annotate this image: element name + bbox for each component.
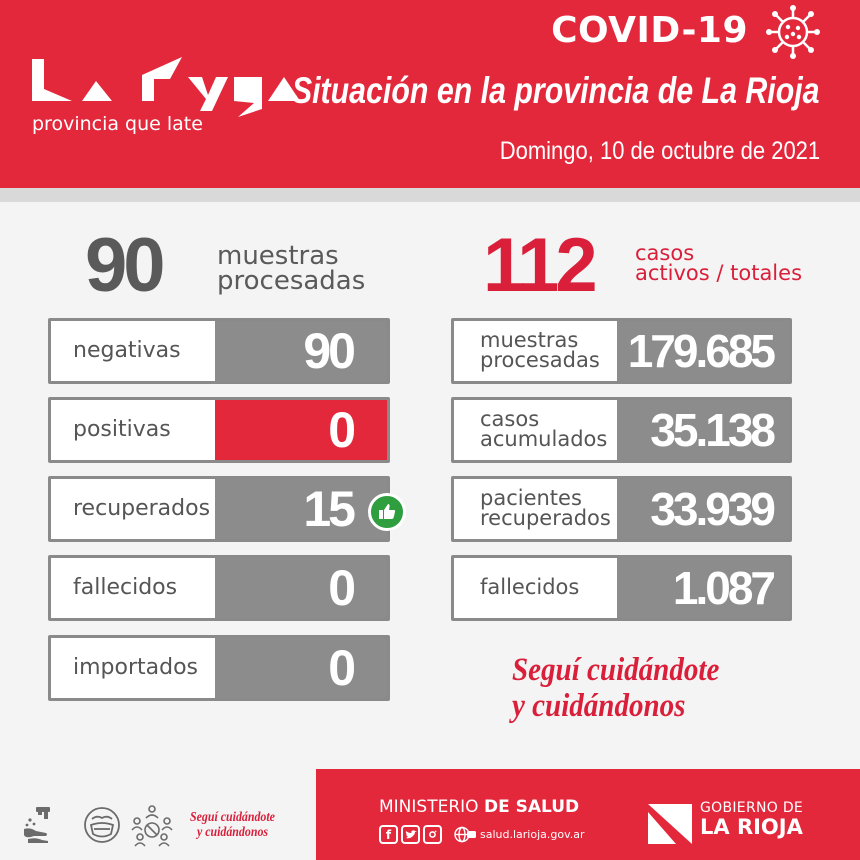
- covid-title: COVID-19: [551, 10, 748, 51]
- stat-label: positivas: [73, 416, 171, 442]
- total-label-line1: casos: [480, 407, 540, 432]
- total-card-fallecidos: fallecidos 1.087: [451, 555, 792, 621]
- total-value: 33.939: [617, 479, 789, 539]
- la-rioja-logo-icon: [32, 57, 300, 117]
- summary-right-label-line2: activos / totales: [635, 260, 803, 285]
- stat-value: 0: [215, 400, 387, 460]
- virus-icon: [766, 5, 820, 59]
- social-icons: f: [379, 825, 442, 844]
- footer-small-slogan: Seguí cuidándote y cuidándonos: [190, 810, 275, 841]
- active-cases-label: casos activos / totales: [635, 241, 803, 285]
- stat-label: importados: [73, 654, 199, 680]
- total-card-muestras: muestras procesadas 179.685: [451, 318, 792, 384]
- total-label: fallecidos: [480, 558, 579, 618]
- slogan-line1: Seguí cuidándote: [512, 652, 720, 688]
- la-rioja-label: LA RIOJA: [700, 815, 803, 839]
- footer-slogan-line2: y cuidándonos: [196, 825, 269, 841]
- slogan: Seguí cuidándote y cuidándonos: [512, 652, 719, 725]
- total-card-casos: casos acumulados 35.138: [451, 397, 792, 463]
- stat-label: recuperados: [73, 495, 211, 521]
- samples-processed-today-value: 90: [85, 223, 166, 308]
- total-label: muestras procesadas: [480, 321, 600, 381]
- total-value: 179.685: [617, 321, 789, 381]
- active-cases-value: 112: [483, 223, 598, 308]
- summary-left-label-line1: muestras: [217, 241, 339, 271]
- facebook-icon[interactable]: f: [379, 825, 398, 844]
- footer-banner: [316, 769, 860, 860]
- stat-value: 90: [215, 321, 387, 381]
- hand-washing-icon: [24, 807, 50, 843]
- stat-card-negativas: negativas 90: [48, 318, 390, 384]
- gobierno-label: GOBIERNO DE: [700, 800, 804, 816]
- ministerio-title: MINISTERIO DE SALUD: [379, 797, 579, 817]
- total-label-line1: fallecidos: [480, 575, 580, 600]
- total-label: casos acumulados: [480, 400, 607, 460]
- total-card-recuperados: pacientes recuperados 33.939: [451, 476, 792, 542]
- logo-subtitle: provincia que late: [32, 113, 203, 135]
- social-distancing-icon: [131, 805, 173, 847]
- total-label-line1: pacientes: [480, 486, 582, 511]
- stat-label: fallecidos: [73, 574, 178, 600]
- total-label-line2: recuperados: [480, 506, 611, 530]
- report-date: Domingo, 10 de octubre de 2021: [499, 137, 820, 165]
- total-label-line1: muestras: [480, 328, 579, 353]
- summary-left-label-line2: procesadas: [217, 265, 366, 296]
- gobierno-logo-icon: [648, 804, 692, 844]
- slogan-line2: y cuidándonos: [512, 688, 686, 725]
- total-value: 35.138: [617, 400, 789, 460]
- stat-card-importados: importados 0: [48, 635, 390, 701]
- website-link[interactable]: salud.larioja.gov.ar: [454, 826, 585, 843]
- total-label-line2: procesadas: [480, 348, 600, 372]
- stat-card-recuperados: recuperados 15: [48, 476, 390, 542]
- stat-value: 0: [215, 638, 387, 698]
- stat-value: 0: [215, 558, 387, 618]
- face-mask-icon: [84, 807, 120, 843]
- instagram-icon[interactable]: [423, 825, 442, 844]
- globe-icon: [454, 826, 476, 843]
- total-label: pacientes recuperados: [480, 479, 611, 539]
- thumbs-up-icon: [368, 493, 406, 531]
- twitter-icon[interactable]: [401, 825, 420, 844]
- situation-title: Situación en la provincia de La Rioja: [292, 70, 820, 111]
- header-shadow: [0, 188, 860, 202]
- footer-slogan-line1: Seguí cuidándote: [190, 810, 275, 825]
- stat-card-fallecidos: fallecidos 0: [48, 555, 390, 621]
- ministerio-bold: DE SALUD: [483, 797, 580, 817]
- website-text: salud.larioja.gov.ar: [480, 828, 585, 841]
- samples-processed-today-label: muestras procesadas: [217, 241, 366, 296]
- stat-value: 15: [215, 479, 387, 539]
- summary-right-label-line1: casos: [635, 241, 695, 265]
- total-value: 1.087: [617, 558, 789, 618]
- stat-card-positivas: positivas 0: [48, 397, 390, 463]
- ministerio-prefix: MINISTERIO: [379, 797, 479, 817]
- total-label-line2: acumulados: [480, 427, 608, 451]
- stat-label: negativas: [73, 337, 181, 363]
